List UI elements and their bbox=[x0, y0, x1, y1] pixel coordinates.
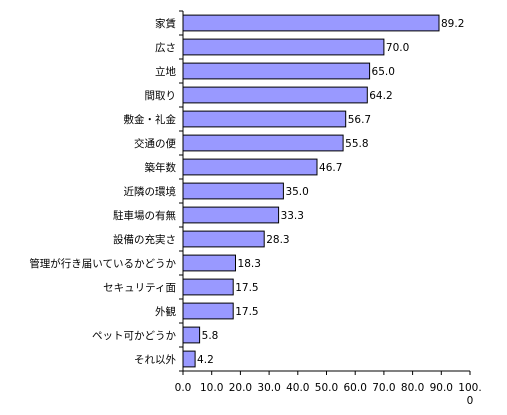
category-label: 家賃 bbox=[155, 17, 176, 30]
data-label: 56.7 bbox=[348, 114, 371, 126]
bar bbox=[182, 350, 196, 368]
category-label: 立地 bbox=[155, 65, 176, 78]
category-label: 間取り bbox=[145, 90, 177, 102]
data-label: 70.0 bbox=[386, 42, 409, 54]
bar bbox=[182, 230, 265, 248]
data-label: 4.2 bbox=[197, 354, 214, 366]
data-label: 33.3 bbox=[281, 210, 304, 222]
bar bbox=[182, 14, 440, 32]
data-label: 28.3 bbox=[266, 234, 289, 246]
data-label: 17.5 bbox=[235, 282, 258, 294]
bar bbox=[182, 38, 385, 56]
bar bbox=[182, 302, 234, 320]
data-label: 46.7 bbox=[319, 162, 342, 174]
category-label: 外観 bbox=[155, 305, 176, 318]
x-tick-label: 40.0 bbox=[286, 382, 309, 394]
category-label: 管理が行き届いているかどうか bbox=[29, 257, 176, 270]
category-label: それ以外 bbox=[134, 354, 176, 366]
x-tick-label: 10.0 bbox=[200, 382, 223, 394]
data-label: 64.2 bbox=[369, 90, 392, 102]
x-tick-label: 100. 0 bbox=[458, 382, 481, 407]
data-label: 5.8 bbox=[202, 330, 219, 342]
x-tick-label: 30.0 bbox=[257, 382, 280, 394]
bar bbox=[182, 206, 280, 224]
category-label: 築年数 bbox=[145, 161, 177, 174]
data-label: 65.0 bbox=[372, 66, 395, 78]
data-label: 18.3 bbox=[238, 258, 261, 270]
bar bbox=[182, 134, 344, 152]
bar bbox=[182, 326, 201, 344]
category-label: 駐車場の有無 bbox=[113, 209, 176, 222]
x-tick-label: 50.0 bbox=[315, 382, 338, 394]
category-label: ペット可かどうか bbox=[92, 330, 176, 342]
category-label: 設備の充実さ bbox=[113, 233, 176, 246]
category-label: 交通の便 bbox=[134, 137, 176, 150]
x-tick-label: 70.0 bbox=[372, 382, 395, 394]
category-label: 敷金・礼金 bbox=[124, 113, 177, 126]
x-tick-label: 80.0 bbox=[401, 382, 424, 394]
data-label: 55.8 bbox=[345, 138, 368, 150]
bar bbox=[182, 62, 371, 80]
bar bbox=[182, 158, 318, 176]
bar bbox=[182, 278, 234, 296]
bar bbox=[182, 86, 368, 104]
bar bbox=[182, 254, 236, 272]
category-label: 広さ bbox=[155, 41, 176, 54]
x-tick-label: 60.0 bbox=[344, 382, 367, 394]
bar bbox=[182, 110, 347, 128]
category-label: セキュリティ面 bbox=[103, 282, 176, 294]
x-tick-label: 0.0 bbox=[175, 382, 192, 394]
x-tick-label: 20.0 bbox=[229, 382, 252, 394]
data-label: 89.2 bbox=[441, 18, 464, 30]
bar bbox=[182, 182, 284, 200]
category-label: 近隣の環境 bbox=[124, 185, 177, 198]
data-label: 17.5 bbox=[235, 306, 258, 318]
x-tick-label: 90.0 bbox=[430, 382, 453, 394]
data-label: 35.0 bbox=[285, 186, 308, 198]
